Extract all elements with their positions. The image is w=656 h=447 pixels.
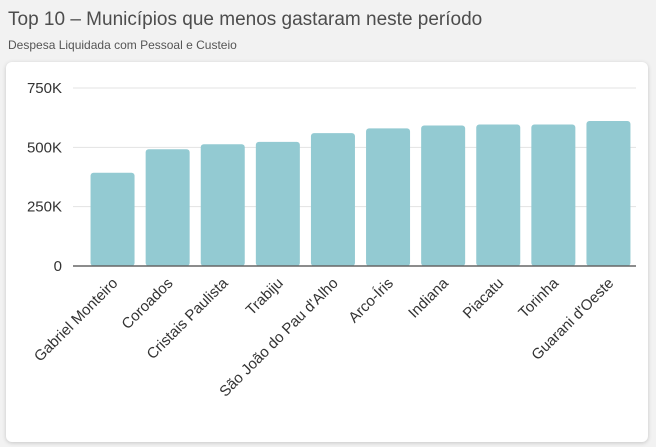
chart-card: 0 250K 500K 750K Gabriel Monteiro Coroados Cri… (6, 62, 648, 442)
x-tick-label: Trabiju (243, 275, 287, 319)
y-tick-label: 250K (27, 199, 62, 216)
page-title: Top 10 – Municípios que menos gastaram n… (8, 9, 483, 30)
bar (366, 128, 411, 266)
y-tick-label: 500K (27, 139, 62, 156)
y-tick-label: 0 (54, 258, 62, 275)
bar (145, 149, 190, 266)
y-tick-label: 750K (27, 80, 62, 97)
bar (586, 120, 631, 266)
bar (421, 125, 466, 267)
bar (255, 141, 300, 266)
x-tick-label: Coroados (118, 275, 176, 333)
bar (90, 172, 135, 266)
bar (310, 133, 355, 266)
page-subtitle: Despesa Liquidada com Pessoal e Custeio (8, 38, 237, 52)
x-tick-label: Indiana (405, 274, 452, 321)
bar (200, 144, 245, 266)
bars (90, 120, 631, 267)
x-tick-label: Piacatu (460, 275, 507, 322)
x-tick-label: Torinha (515, 274, 562, 321)
bar (531, 124, 576, 266)
x-tick-label: Gabriel Monteiro (31, 275, 121, 365)
x-tick-label: Arco-Íris (345, 275, 397, 327)
bar (476, 124, 521, 266)
